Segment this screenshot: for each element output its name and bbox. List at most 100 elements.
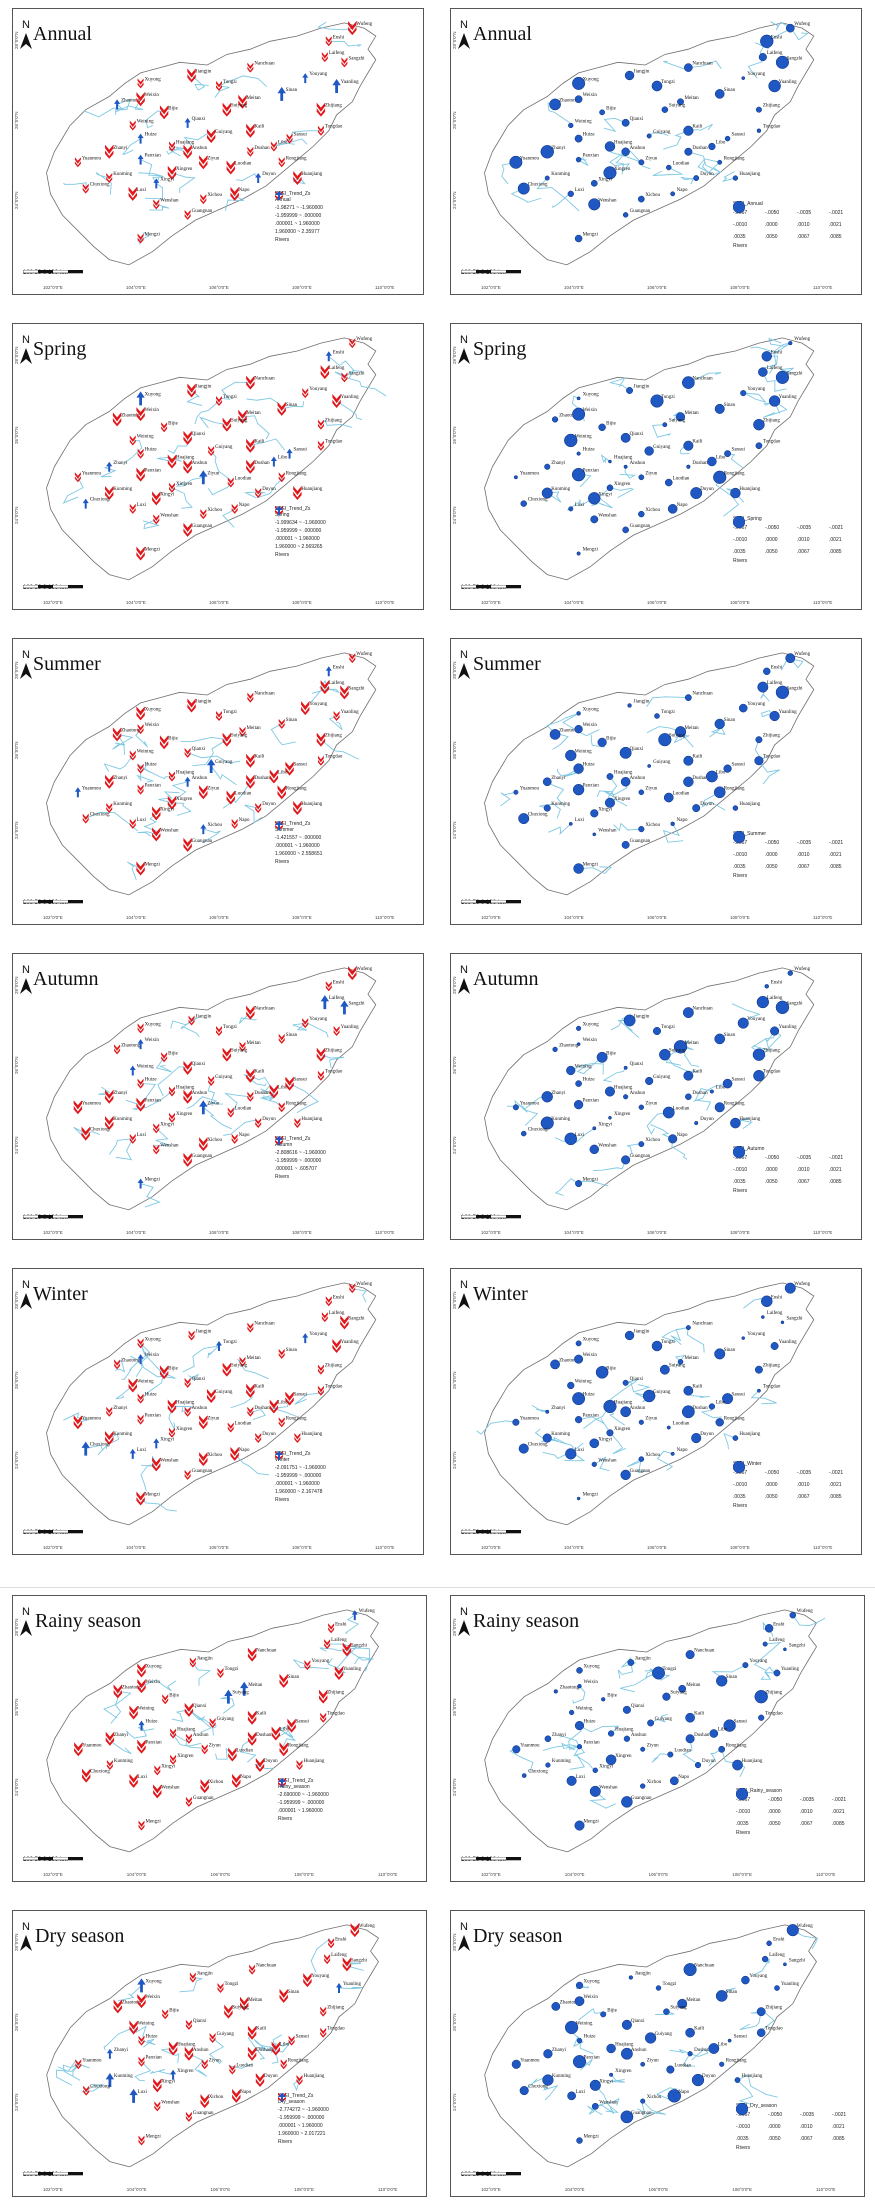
- map-panel-rainy-season-slope: Wufeng Enshi Laifeng Sangzhi Youyang Yuanling…: [450, 1595, 865, 1882]
- station-name-label: Huize: [145, 1078, 158, 1083]
- station-name-label: Jiangjin: [196, 699, 212, 704]
- station-name-label: Guangnan: [630, 209, 651, 214]
- station-name-label: Luodian: [673, 162, 690, 167]
- river-line: [208, 482, 232, 496]
- increasing-trend-arrow: [184, 117, 191, 128]
- station-name-label: Panxian: [583, 1414, 600, 1419]
- decreasing-trend-arrow: [325, 981, 332, 992]
- station-name-label: Wenshan: [599, 1785, 618, 1790]
- station-name-label: Tongzi: [663, 1667, 677, 1672]
- decreasing-trend-arrow: [293, 486, 302, 501]
- legend-size-label: .0085: [832, 1821, 845, 1827]
- station-slope-circle: [624, 70, 635, 81]
- legend-size-label: .0035: [736, 2136, 749, 2142]
- station-name-label: Weixin: [146, 1995, 161, 2000]
- river-line: [603, 117, 626, 133]
- station-slope-circle: [576, 1025, 582, 1031]
- river-line: [780, 657, 804, 671]
- river-line: [536, 177, 580, 212]
- river-line: [171, 487, 193, 509]
- legend-item: -1.959999 ~ .000000: [278, 1778, 329, 1806]
- station-name-label: Huajiang: [176, 1401, 195, 1406]
- decreasing-trend-arrow: [137, 78, 144, 89]
- station-slope-circle: [644, 2032, 657, 2044]
- river-line: [688, 60, 722, 69]
- north-label: N: [460, 649, 468, 661]
- decreasing-trend-arrow: [217, 1983, 224, 1994]
- station-slope-circle: [595, 1366, 609, 1379]
- longitude-tick-label: 110°0'0"E: [813, 600, 833, 605]
- decreasing-trend-arrow: [317, 440, 324, 451]
- station-slope-circle: [573, 863, 584, 874]
- longitude-tick-label: 108°0'0"E: [292, 1230, 312, 1235]
- decreasing-trend-arrow: [341, 372, 348, 383]
- legend-rivers-label: Rivers: [275, 1497, 290, 1503]
- station-name-label: Sinan: [286, 88, 298, 93]
- decreasing-trend-arrow: [170, 1728, 177, 1739]
- decreasing-trend-arrow: [287, 1718, 296, 1733]
- station-slope-circle: [714, 1102, 725, 1113]
- station-slope-circle: [518, 1443, 529, 1454]
- longitude-tick-label: 104°0'0"E: [126, 1545, 146, 1550]
- river-line: [762, 400, 788, 418]
- increasing-trend-arrow: [82, 498, 89, 509]
- latitude-tick-label: 24°0'0"N: [14, 821, 19, 839]
- station-name-label: Tongzi: [223, 1340, 237, 1345]
- decreasing-trend-arrow: [209, 2032, 216, 2043]
- station-name-label: Guangnan: [192, 1154, 213, 1159]
- station-name-label: Tongdao: [325, 1385, 343, 1390]
- scale-bar: 100 50 0 100 km: [23, 2172, 83, 2178]
- decreasing-trend-arrow: [129, 1705, 138, 1720]
- station-slope-circle: [718, 1745, 726, 1753]
- station-name-label: Tongdao: [763, 125, 781, 130]
- legend-size-label: .0085: [829, 234, 842, 240]
- latitude-tick-label: 28°0'0"N: [14, 31, 19, 49]
- river-line: [688, 123, 713, 132]
- station-name-label: Wufeng: [794, 652, 810, 657]
- station-slope-circle: [780, 1320, 785, 1325]
- station-name-label: Suiyang: [670, 1691, 687, 1696]
- station-slope-circle: [784, 1282, 796, 1294]
- decreasing-trend-arrow: [226, 160, 235, 175]
- north-arrow-glyph: [458, 663, 470, 679]
- station-name-label: Duyun: [700, 1117, 714, 1122]
- river-line: [763, 400, 781, 414]
- station-name-label: Weining: [575, 434, 592, 439]
- station-name-label: Anshun: [192, 1406, 208, 1411]
- station-name-label: Xingyi: [598, 1122, 613, 1127]
- station-slope-circle: [685, 1325, 691, 1331]
- station-name-label: Huize: [583, 1393, 596, 1398]
- longitude-tick-label: 102°0'0"E: [481, 915, 501, 920]
- legend-size-label: .0050: [765, 549, 778, 555]
- decreasing-trend-arrow: [239, 1356, 246, 1367]
- legend-size-label: .0067: [797, 1179, 810, 1185]
- decreasing-trend-arrow: [278, 1417, 285, 1428]
- station-name-label: Bijie: [169, 2008, 180, 2013]
- legend-circle-icon: [733, 201, 745, 213]
- increasing-trend-arrow: [200, 824, 207, 835]
- river-line: [125, 1725, 148, 1739]
- station-name-label: Chuxiong: [90, 498, 110, 503]
- station-name-label: Huize: [584, 2035, 597, 2040]
- decreasing-trend-arrow: [328, 1938, 335, 1949]
- river-line: [327, 1643, 358, 1669]
- river-line: [548, 823, 572, 835]
- north-label: N: [460, 1921, 468, 1933]
- station-slope-circle: [785, 653, 796, 664]
- station-name-label: Huajiang: [177, 1728, 196, 1733]
- north-arrow-glyph: [20, 33, 32, 49]
- station-name-label: Kaili: [694, 1712, 705, 1717]
- station-slope-circle: [573, 1099, 584, 1110]
- river-line: [210, 450, 232, 481]
- station-slope-circle: [542, 777, 552, 787]
- decreasing-trend-arrow: [161, 422, 168, 433]
- legend-item: 1.960000 ~ 2.167478: [275, 1451, 326, 1495]
- station-name-label: Yuanmou: [82, 1743, 102, 1748]
- river-line: [760, 1672, 778, 1680]
- station-slope-circle: [606, 484, 614, 492]
- station-name-label: Enshi: [335, 1622, 347, 1627]
- decreasing-trend-arrow: [238, 409, 247, 424]
- station-name-label: Meitan: [247, 96, 262, 101]
- station-name-label: Meitan: [686, 1998, 701, 2003]
